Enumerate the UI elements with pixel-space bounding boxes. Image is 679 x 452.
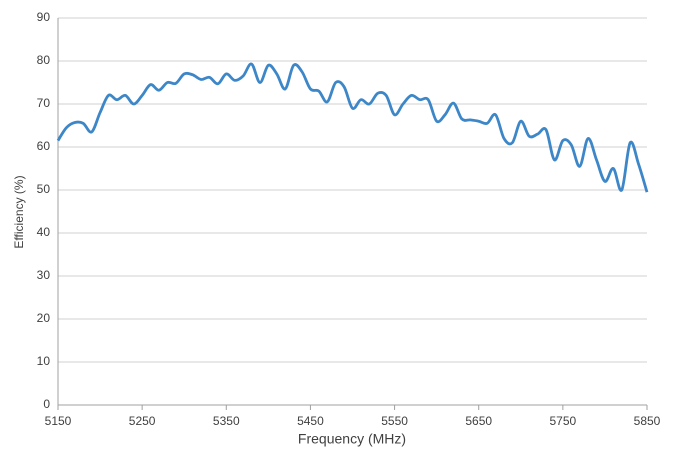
- y-tick-label: 10: [37, 354, 51, 368]
- x-tick-label: 5550: [381, 414, 408, 428]
- x-tick-label: 5350: [213, 414, 240, 428]
- data-line: [56, 62, 649, 193]
- y-tick-label: 80: [37, 53, 51, 67]
- y-axis-label: Efficiency (%): [12, 175, 26, 248]
- y-tick-label: 70: [37, 96, 51, 110]
- x-axis-label: Frequency (MHz): [298, 431, 406, 447]
- y-tick-label: 90: [37, 10, 51, 24]
- x-tick-label: 5850: [634, 414, 661, 428]
- y-tick-label: 20: [37, 311, 51, 325]
- y-tick-label: 30: [37, 268, 51, 282]
- y-tick-label: 40: [37, 225, 51, 239]
- x-tick-label: 5650: [465, 414, 492, 428]
- y-tick-label: 0: [43, 397, 50, 411]
- y-tick-label: 50: [37, 182, 51, 196]
- x-tick-label: 5250: [129, 414, 156, 428]
- x-tick-label: 5450: [297, 414, 324, 428]
- x-tick-label: 5150: [45, 414, 72, 428]
- x-tick-label: 5750: [550, 414, 577, 428]
- y-tick-label: 60: [37, 139, 51, 153]
